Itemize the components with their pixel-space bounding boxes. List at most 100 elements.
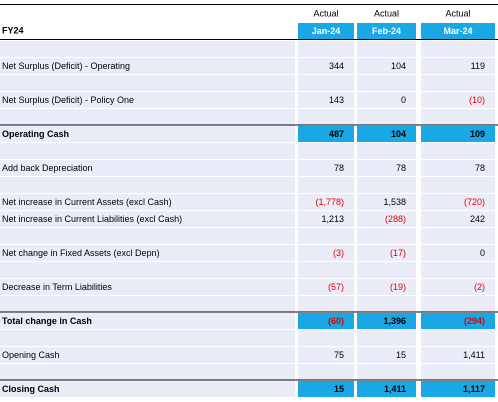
row-shade [421, 330, 495, 346]
row-shade [0, 279, 295, 295]
row-shade [421, 364, 495, 380]
total-cell [298, 313, 354, 329]
actual-label: Actual [445, 8, 470, 18]
cell-value: (294) [464, 316, 485, 326]
total-cell [357, 313, 416, 329]
sheet-title: FY24 [2, 25, 24, 35]
row-shade [0, 347, 295, 363]
row-shade [0, 381, 295, 397]
total-cell [298, 381, 354, 397]
cell-value: 487 [329, 129, 344, 139]
row-shade [0, 75, 295, 91]
row-shade [0, 262, 295, 278]
cell-value: (10) [469, 95, 485, 105]
cell-value: 344 [329, 61, 344, 71]
month-cell [298, 23, 354, 39]
row-shade [421, 41, 495, 57]
cell-value: (720) [464, 197, 485, 207]
row-shade [357, 347, 416, 363]
cell-value: 109 [470, 129, 485, 139]
row-label: Net Surplus (Deficit) - Operating [2, 61, 130, 71]
cell-value: 0 [401, 95, 406, 105]
cell-value: (3) [333, 248, 344, 258]
total-cell [421, 313, 495, 329]
row-shade [298, 228, 354, 244]
row-shade [421, 58, 495, 74]
row-shade [357, 92, 416, 108]
row-shade [298, 262, 354, 278]
row-label: Net increase in Current Liabilities (exc… [2, 214, 182, 224]
row-shade [357, 177, 416, 193]
cell-value: 143 [329, 95, 344, 105]
row-shade [357, 109, 416, 125]
row-shade [0, 177, 295, 193]
row-label: Net increase in Current Assets (excl Cas… [2, 197, 172, 207]
row-shade [357, 279, 416, 295]
row-shade [421, 228, 495, 244]
cell-value: 78 [334, 163, 344, 173]
row-shade [421, 160, 495, 176]
row-shade [357, 194, 416, 210]
row-shade [0, 92, 295, 108]
row-shade [357, 75, 416, 91]
row-shade [298, 177, 354, 193]
row-shade [0, 143, 295, 159]
cell-value: 78 [396, 163, 406, 173]
row-shade [0, 245, 295, 261]
cell-value: 0 [480, 248, 485, 258]
cell-value: (288) [385, 214, 406, 224]
row-shade [0, 211, 295, 227]
total-cell [421, 381, 495, 397]
cell-value: (19) [390, 282, 406, 292]
row-shade [421, 296, 495, 312]
row-shade [421, 262, 495, 278]
month-label: Mar-24 [443, 26, 472, 36]
month-label: Feb-24 [372, 26, 401, 36]
row-shade [421, 211, 495, 227]
row-shade [357, 143, 416, 159]
row-shade [298, 160, 354, 176]
actual-label: Actual [374, 8, 399, 18]
row-shade [421, 194, 495, 210]
row-shade [357, 245, 416, 261]
row-shade [421, 109, 495, 125]
row-shade [0, 194, 295, 210]
row-label: Operating Cash [2, 129, 69, 139]
row-shade [0, 330, 295, 346]
cell-value: 78 [475, 163, 485, 173]
cell-value: 242 [470, 214, 485, 224]
cell-value: 75 [334, 350, 344, 360]
row-shade [0, 109, 295, 125]
cell-value: 15 [396, 350, 406, 360]
row-shade [357, 58, 416, 74]
row-shade [421, 279, 495, 295]
row-shade [357, 228, 416, 244]
cell-value: (1,778) [315, 197, 344, 207]
row-shade [421, 177, 495, 193]
row-shade [298, 211, 354, 227]
cell-value: 1,117 [463, 384, 485, 394]
row-shade [298, 194, 354, 210]
row-shade [298, 296, 354, 312]
row-shade [298, 245, 354, 261]
month-label: Jan-24 [312, 26, 341, 36]
row-label: Net Surplus (Deficit) - Policy One [2, 95, 134, 105]
row-shade [357, 160, 416, 176]
cell-value: 1,396 [383, 316, 406, 326]
row-shade [421, 347, 495, 363]
row-shade [298, 347, 354, 363]
row-shade [0, 364, 295, 380]
row-shade [0, 41, 295, 57]
row-label: Decrease in Term Liabilities [2, 282, 112, 292]
cell-value: 1,411 [384, 384, 406, 394]
cell-value: (60) [328, 316, 344, 326]
row-shade [0, 228, 295, 244]
total-cell [298, 126, 354, 142]
cell-value: 119 [471, 61, 485, 71]
row-label: Opening Cash [2, 350, 60, 360]
row-shade [357, 296, 416, 312]
total-cell [357, 126, 416, 142]
row-shade [298, 92, 354, 108]
row-shade [298, 75, 354, 91]
